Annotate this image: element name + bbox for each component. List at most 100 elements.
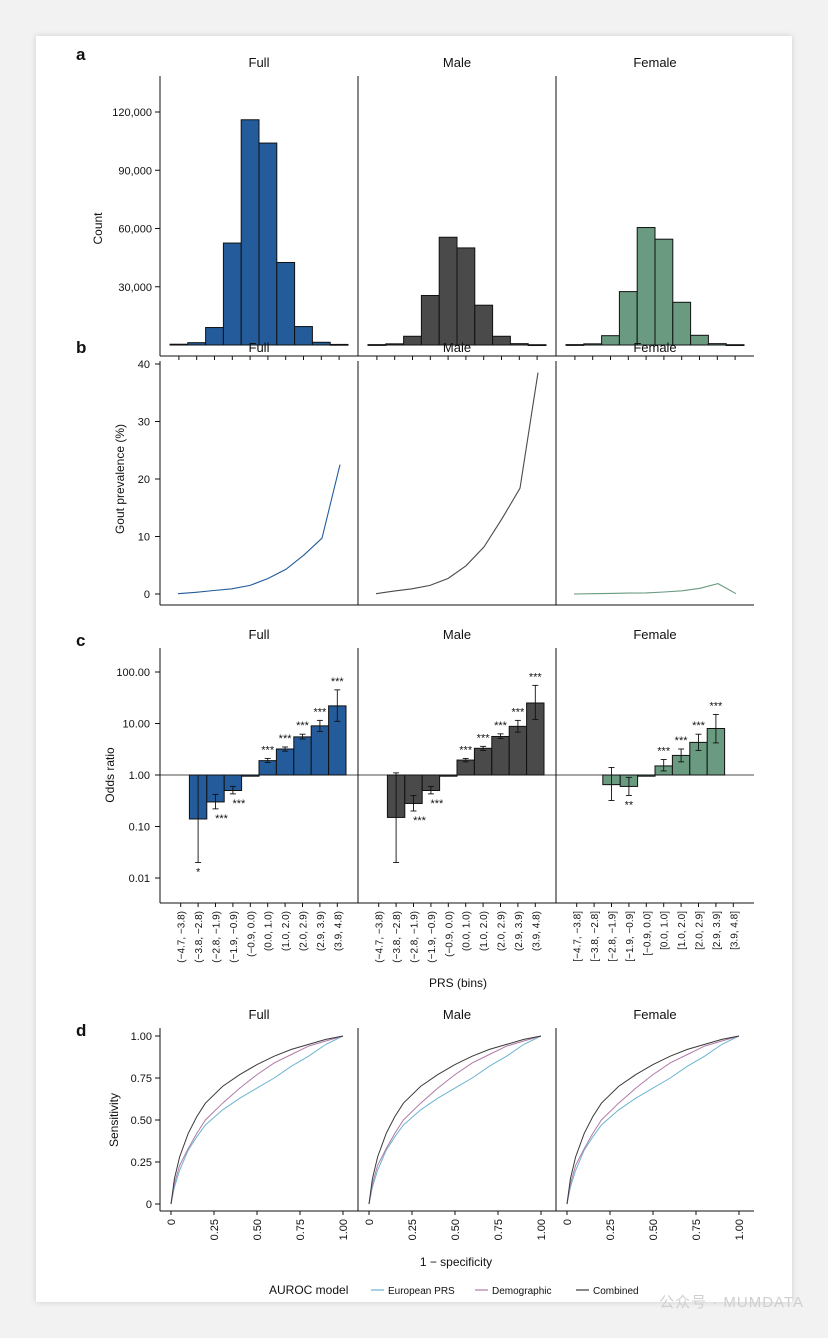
panel-c-title-female: Female	[633, 627, 676, 642]
panel-a-bar-female-3	[618, 291, 638, 346]
panel-c-xtick-label-male-9: (3.9, 4.8)	[531, 911, 542, 951]
panel-a-ytick-label-2: 90,000	[118, 165, 152, 177]
panel-b-title-male: Male	[443, 340, 471, 355]
panel-a-bar-full-4	[240, 119, 260, 346]
panel-d-roc-demographic-full	[170, 1035, 344, 1205]
panel-c-bar-full-6	[275, 748, 295, 776]
panel-d-xtick-label-full-2: 0.50	[252, 1219, 264, 1240]
panel-c-xtick-label-full-9: (3.9, 4.8)	[333, 911, 344, 951]
panel-a-title-full: Full	[249, 55, 270, 70]
panel-a-bar-full-2	[205, 327, 224, 346]
panel-c-ylabel: Odds ratio	[103, 747, 117, 803]
panel-label-d: d	[76, 1021, 86, 1040]
panel-c-bar-male-8	[508, 725, 528, 776]
legend-title: AUROC model	[269, 1283, 348, 1297]
panel-b-title-female: Female	[633, 340, 676, 355]
panel-d-title-male: Male	[443, 1007, 471, 1022]
panel-d-ytick-label-4: 1.00	[131, 1031, 152, 1043]
panel-c-xtick-label-male-4: (−0.9, 0.0)	[444, 911, 455, 957]
panel-a-bar-full-3	[222, 242, 242, 346]
panel-a-bar-female-9	[725, 344, 745, 347]
panel-a-title-male: Male	[443, 55, 471, 70]
panel-d-roc-combined-female	[566, 1035, 740, 1205]
panel-c-signif-female-6: ***	[675, 735, 689, 747]
panel-c-signif-male-8: ***	[511, 706, 525, 718]
panel-a-title-female: Female	[633, 55, 676, 70]
panel-c-xtick-label-female-4: [−0.9, 0.0]	[642, 911, 653, 956]
panel-a-bar-female-7	[690, 334, 709, 346]
panel-a-ylabel: Count	[91, 212, 105, 245]
panel-c-bar-male-4	[439, 774, 458, 777]
panel-a-bar-full-0	[169, 343, 189, 346]
panel-c-xtick-label-full-7: (2.0, 2.9)	[299, 911, 310, 951]
panel-c-xtick-label-female-7: [2.0, 2.9]	[695, 911, 706, 950]
panel-d-xtick-label-female-3: 0.75	[691, 1219, 703, 1240]
panel-c-xtick-label-male-7: (2.0, 2.9)	[497, 911, 508, 951]
panel-c-xtick-label-female-3: [−1.9, −0.9]	[625, 911, 636, 962]
panel-c-signif-female-3: **	[625, 799, 634, 811]
panel-a-bar-female-4	[636, 227, 656, 346]
panel-d-xtick-label-full-4: 1.00	[338, 1219, 350, 1240]
panel-d-ytick-label-2: 0.50	[131, 1115, 152, 1127]
panel-d-ytick-label-0: 0	[146, 1199, 152, 1211]
panel-d-xtick-label-male-4: 1.00	[536, 1219, 548, 1240]
panel-b-ytick-label-1: 10	[138, 532, 150, 544]
panel-a-bar-female-2	[601, 335, 620, 346]
panel-c-xtick-label-male-2: (−2.8, −1.9)	[410, 911, 421, 963]
panel-c-signif-full-7: ***	[296, 720, 310, 732]
panel-a-bar-full-6	[276, 261, 296, 346]
panel-c-signif-male-7: ***	[494, 720, 508, 732]
panel-c-signif-full-1: *	[196, 866, 201, 878]
panel-d-roc-demographic-male	[368, 1035, 542, 1205]
panel-c-xlabel: PRS (bins)	[429, 976, 487, 990]
panel-c-signif-male-5: ***	[459, 744, 473, 756]
panel-a-ytick-label-1: 60,000	[118, 224, 152, 236]
panel-c-bar-full-8	[310, 725, 330, 776]
panel-c-xtick-label-full-4: (−0.9, 0.0)	[246, 911, 257, 957]
panel-d-roc-european-prs-female	[566, 1035, 740, 1205]
panel-d-ytick-label-3: 0.75	[131, 1073, 152, 1085]
panel-b-line-female	[573, 583, 737, 595]
panel-a-bar-male-9	[527, 344, 547, 347]
panel-c-title-full: Full	[249, 627, 270, 642]
panel-c-xtick-label-female-6: [1.0, 2.0]	[677, 911, 688, 950]
panel-c-xtick-label-full-6: (1.0, 2.0)	[281, 911, 292, 951]
panel-c-xtick-label-male-8: (2.9, 3.9)	[514, 911, 525, 951]
panel-b-title-full: Full	[249, 340, 270, 355]
panel-c-xtick-label-male-0: (−4.7, −3.8)	[375, 911, 386, 963]
panel-c-ytick-label-3: 10.00	[122, 719, 150, 731]
panel-d-title-full: Full	[249, 1007, 270, 1022]
panel-c-xtick-label-female-5: [0.0, 1.0]	[660, 911, 671, 950]
panel-d-xtick-label-female-2: 0.50	[648, 1219, 660, 1240]
panel-d-xtick-label-full-3: 0.75	[295, 1219, 307, 1240]
panel-b-line-male	[375, 372, 539, 595]
panel-a-bar-male-4	[438, 236, 458, 346]
panel-c-xtick-label-male-5: (0.0, 1.0)	[462, 911, 473, 951]
panel-a-bar-male-8	[509, 343, 529, 346]
panel-c-bar-male-5	[456, 759, 475, 776]
watermark-text: 公众号 · MUMDATA	[659, 1294, 804, 1311]
panel-c-xtick-label-female-0: [−4.7, −3.8]	[573, 911, 584, 962]
panel-d-xtick-label-full-0: 0	[166, 1219, 178, 1225]
panel-label-a: a	[76, 45, 86, 64]
figure-card: a Full Male Female 30,000 60,000 90,000 120,000…	[36, 36, 792, 1302]
panel-a-bar-full-5	[258, 142, 278, 346]
panel-c-bar-male-6	[473, 747, 493, 776]
panel-c-xtick-label-male-1: (−3.8, −2.8)	[392, 911, 403, 963]
panel-a-bar-full-1	[187, 342, 207, 346]
panel-a-bar-female-8	[707, 343, 727, 346]
panel-c-bar-full-7	[293, 736, 312, 776]
panel-d-roc-combined-full	[170, 1035, 344, 1205]
panel-b-ytick-label-0: 0	[144, 589, 150, 601]
panel-d-roc-combined-male	[368, 1035, 542, 1205]
panel-d-ylabel: Sensitivity	[107, 1093, 121, 1147]
panel-a-bar-female-5	[654, 238, 674, 346]
legend-label-european-prs: European PRS	[388, 1286, 455, 1297]
panel-d-xtick-label-male-3: 0.75	[493, 1219, 505, 1240]
panel-a-bar-male-7	[492, 335, 511, 346]
panel-a-bar-full-7	[294, 326, 313, 346]
panel-a-bar-male-6	[474, 304, 494, 346]
panel-a-bar-male-3	[420, 294, 440, 346]
panel-label-b: b	[76, 338, 86, 357]
panel-d-xtick-label-male-1: 0.25	[407, 1219, 419, 1240]
